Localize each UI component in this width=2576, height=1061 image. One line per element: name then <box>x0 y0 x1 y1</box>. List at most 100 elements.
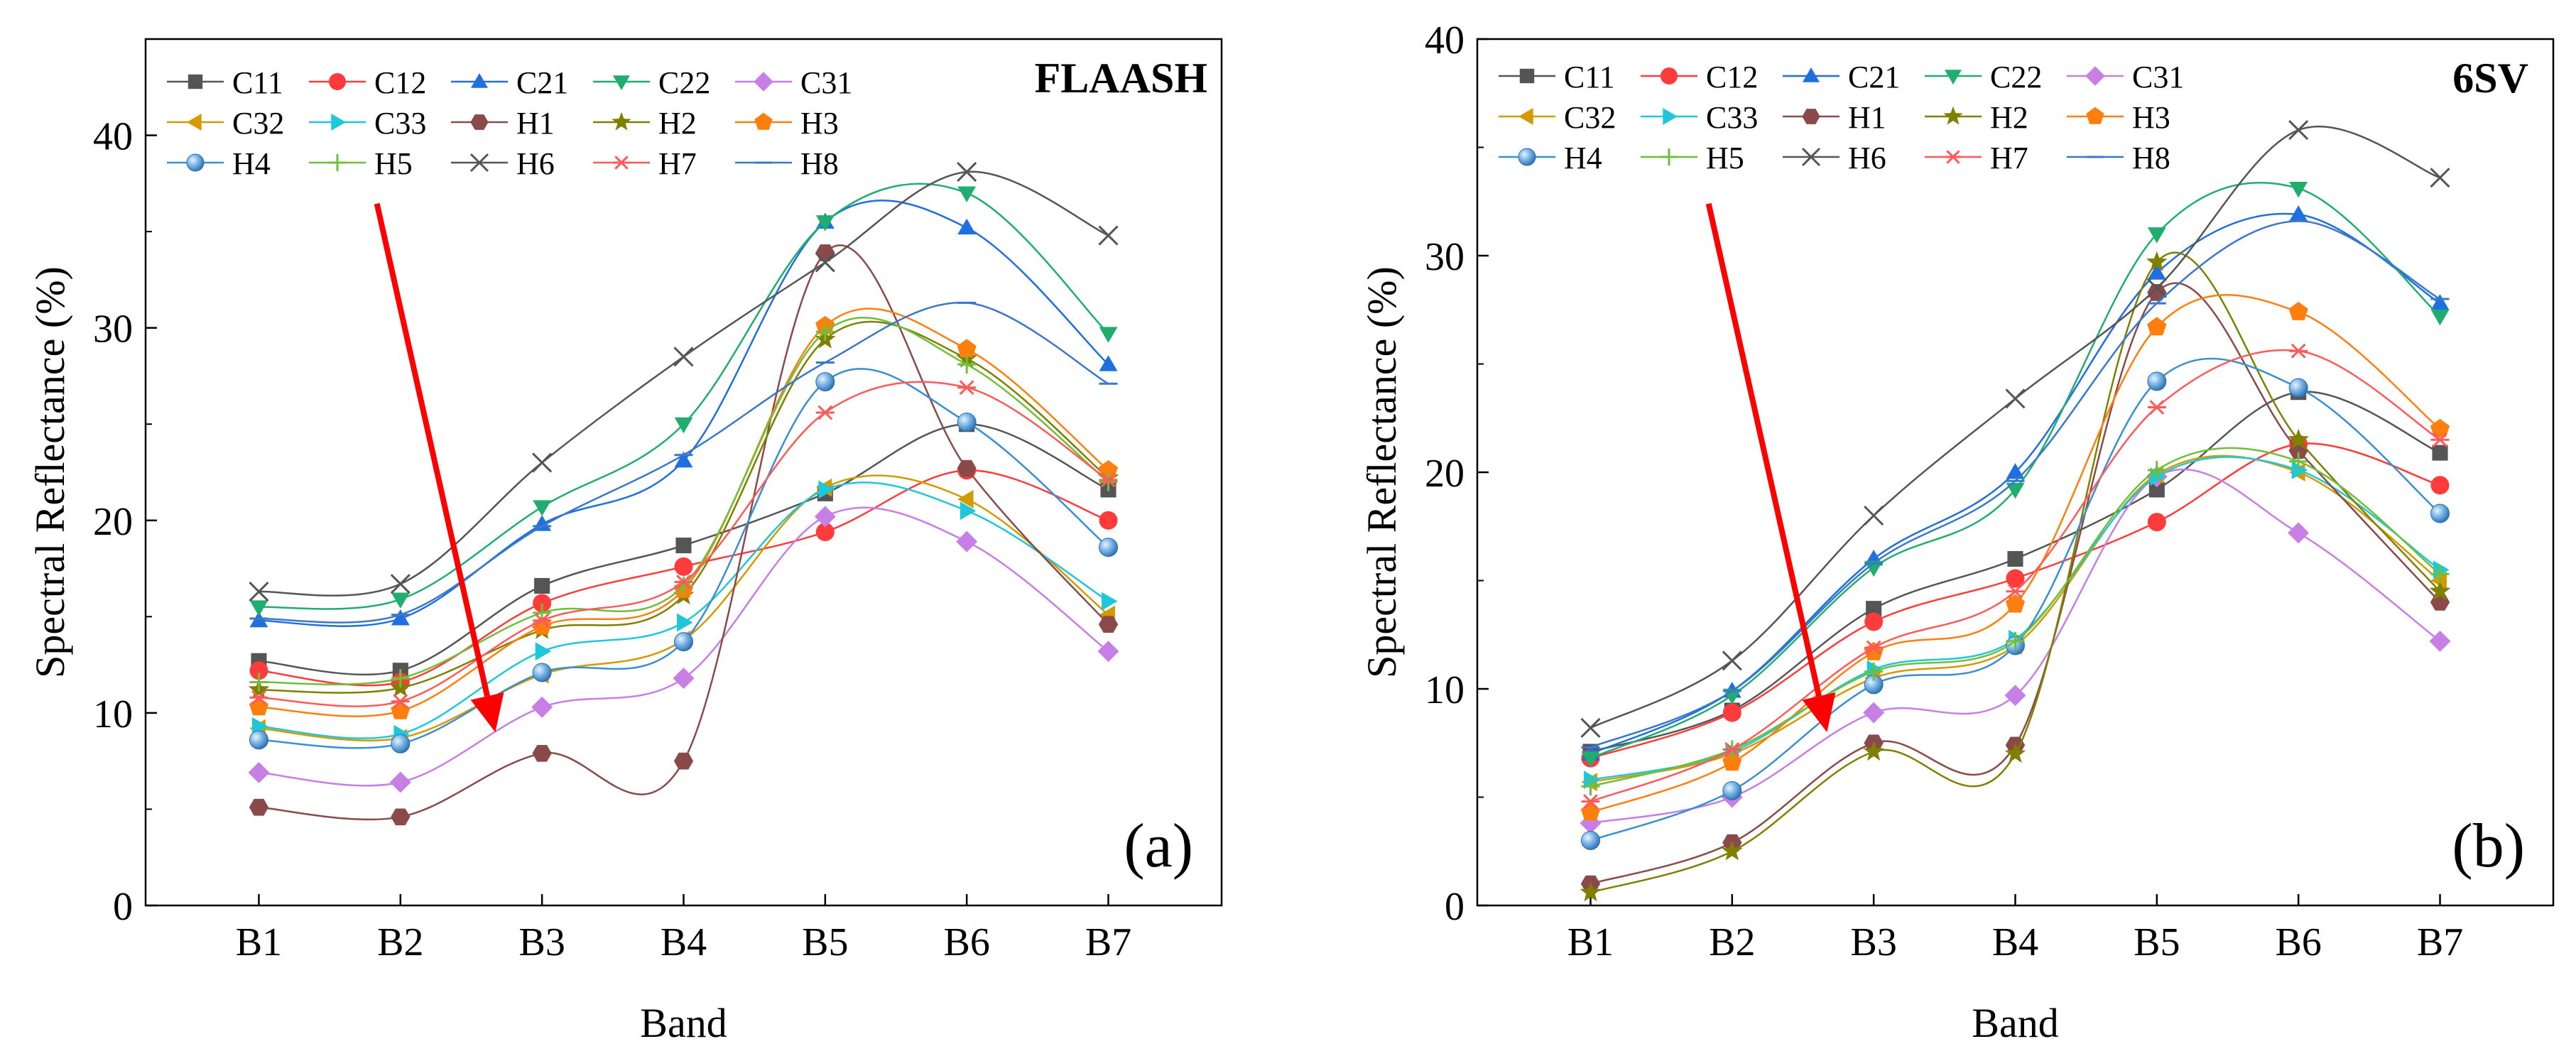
point-h1-b1 <box>249 798 269 816</box>
point-h3-b1 <box>249 697 269 716</box>
point-c32-b7 <box>2430 571 2447 590</box>
point-c31-b2 <box>389 771 411 793</box>
point-c33-b5 <box>818 480 835 499</box>
point-c12-b5 <box>2147 513 2166 532</box>
point-h7-b3 <box>1864 640 1884 655</box>
point-h5-b5 <box>815 322 835 342</box>
point-h6-b5 <box>2146 278 2167 298</box>
point-h3-b7 <box>2430 418 2450 437</box>
point-h4-b2 <box>391 734 411 753</box>
legend-marker-h4 <box>1518 148 1536 166</box>
trend-arrow-shaft <box>1705 202 1822 697</box>
point-h3-b6 <box>957 339 977 358</box>
point-c22-b2 <box>391 592 410 609</box>
point-h4-b1 <box>1580 831 1600 850</box>
point-c22-b5 <box>815 215 835 232</box>
legend-label-h3: H3 <box>2132 100 2170 135</box>
series-line-c33 <box>1590 456 2441 781</box>
point-h3-b4 <box>2005 594 2026 613</box>
point-h4-b2 <box>1722 780 1742 800</box>
legend-marker-c33 <box>331 114 346 131</box>
legend-label-h3: H3 <box>800 106 839 141</box>
point-c21-b7 <box>1099 355 1118 371</box>
point-c21-b7 <box>2430 294 2450 310</box>
point-h7-b6 <box>2289 343 2308 359</box>
y-tick-label: 40 <box>93 115 133 159</box>
x-tick-label: B2 <box>1709 920 1755 964</box>
y-tick-label: 20 <box>93 500 133 544</box>
legend-marker-h2 <box>1943 106 1963 125</box>
point-h7-b4 <box>2006 584 2025 599</box>
panel-label: (b) <box>2452 812 2525 881</box>
point-h5-b1 <box>1581 777 1600 796</box>
x-tick-label: B3 <box>518 920 565 964</box>
point-c32-b6 <box>957 490 974 508</box>
point-c22-b3 <box>1864 560 1884 577</box>
x-tick-label: B5 <box>802 920 848 964</box>
legend-label-c22: C22 <box>1990 60 2042 94</box>
legend-label-c22: C22 <box>658 65 710 100</box>
point-h5-b3 <box>1864 662 1884 681</box>
point-c33-b6 <box>960 501 977 521</box>
legend-label-h2: H2 <box>1990 100 2028 135</box>
legend-label-h6: H6 <box>516 146 555 181</box>
legend-label-h4: H4 <box>1564 141 1602 175</box>
legend-label-h7: H7 <box>1990 141 2028 175</box>
point-h5-b7 <box>1099 472 1118 491</box>
point-h5-b3 <box>533 603 552 622</box>
y-tick-label: 30 <box>1425 235 1464 279</box>
x-tick-label: B7 <box>1085 920 1131 964</box>
x-tick-label: B5 <box>2134 920 2180 964</box>
legend-marker-h5 <box>329 154 346 171</box>
point-h7-b1 <box>249 690 268 705</box>
point-c11-b3 <box>534 577 550 594</box>
point-c31-b1 <box>248 762 270 783</box>
point-h4-b6 <box>2288 378 2308 398</box>
point-h2-b1 <box>1580 881 1602 902</box>
point-h6-b4 <box>2005 388 2026 409</box>
legend-label-c11: C11 <box>232 65 283 100</box>
point-c31-b3 <box>531 696 553 718</box>
legend-marker-h5 <box>1661 148 1678 165</box>
point-h2-b7 <box>2429 580 2451 601</box>
legend-marker-c31 <box>2085 66 2105 86</box>
point-c12-b1 <box>249 661 268 680</box>
point-h1-b7 <box>1098 616 1119 633</box>
point-c12-b4 <box>2006 569 2025 588</box>
x-axis-label: Band <box>640 1000 727 1046</box>
point-h1-b5 <box>2147 284 2167 301</box>
legend-label-c31: C31 <box>2132 60 2184 94</box>
point-h6-b3 <box>1864 505 1884 526</box>
legend-label-h5: H5 <box>1706 141 1744 175</box>
point-c21-b5 <box>2147 263 2166 280</box>
x-tick-label: B6 <box>2276 920 2322 964</box>
y-tick-label: 40 <box>1425 18 1464 62</box>
legend-marker-c11 <box>1519 68 1535 84</box>
point-c21-b2 <box>391 609 410 626</box>
point-h5-b4 <box>2006 631 2025 651</box>
series-line-c33 <box>259 481 1109 739</box>
point-h1-b3 <box>532 745 552 762</box>
point-c33-b4 <box>677 613 693 632</box>
point-c12-b7 <box>2430 476 2450 495</box>
method-label: 6SV <box>2452 55 2528 102</box>
point-c22-b7 <box>1099 327 1118 343</box>
point-h7-b6 <box>957 380 977 396</box>
series-line-c32 <box>259 474 1109 742</box>
legend-marker-h7 <box>613 156 630 170</box>
legend-label-h7: H7 <box>658 146 697 181</box>
point-c12-b3 <box>1864 612 1884 631</box>
legend-label-c33: C33 <box>374 106 426 141</box>
point-h6-b1 <box>1580 717 1601 738</box>
point-c22-b6 <box>957 186 977 202</box>
point-h5-b5 <box>2147 460 2166 479</box>
point-c31-b4 <box>2004 685 2026 707</box>
point-c11-b3 <box>1866 601 1882 617</box>
legend-marker-c33 <box>1663 108 1678 125</box>
point-h3-b1 <box>1580 802 1601 821</box>
point-c22-b7 <box>2430 310 2450 326</box>
legend-label-h1: H1 <box>516 106 555 141</box>
point-c11-b7 <box>2432 445 2448 461</box>
point-h7-b2 <box>391 694 410 709</box>
